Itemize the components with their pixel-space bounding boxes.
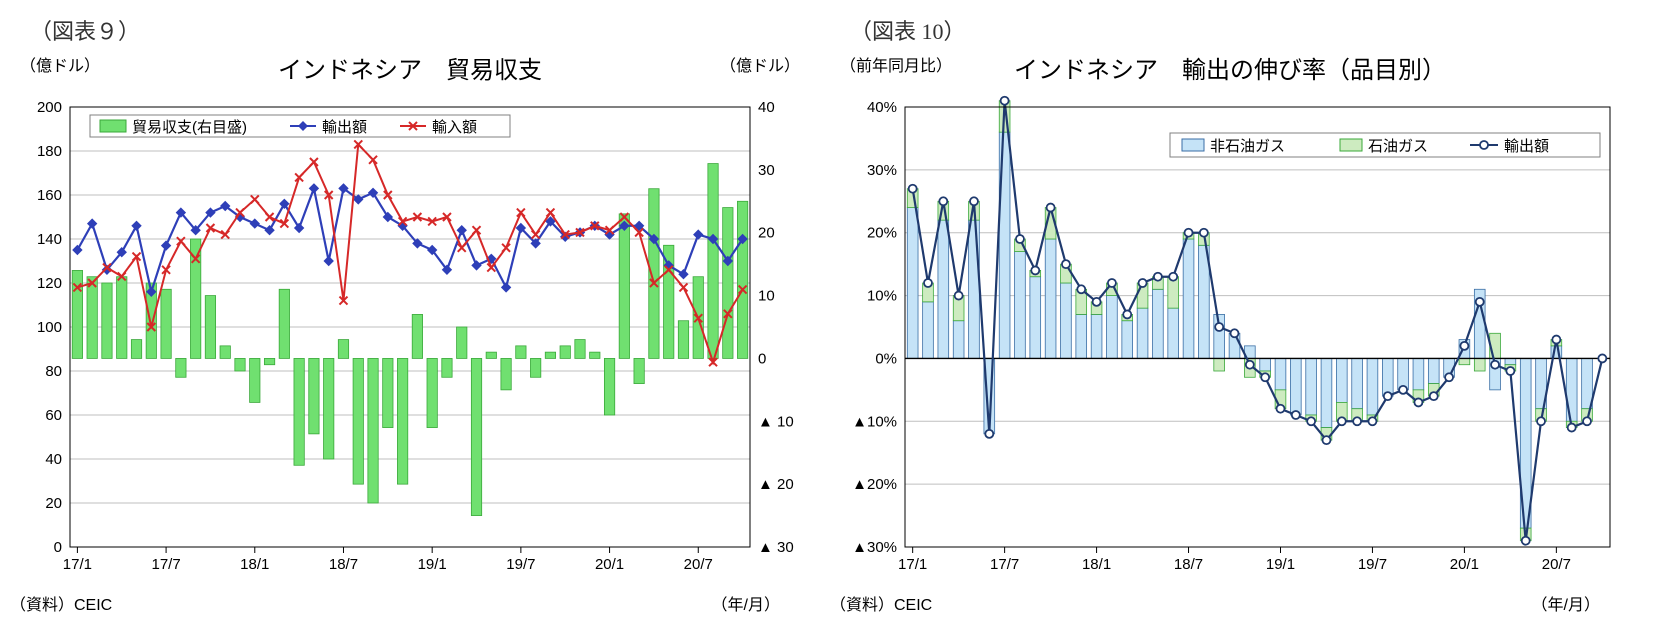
svg-text:40: 40 (758, 99, 775, 116)
charts-row: （図表９） （億ドル） インドネシア 貿易収支 （億ドル） 0 20 40 60 80 1… (10, 10, 1655, 615)
svg-text:非石油ガス: 非石油ガス (1210, 138, 1285, 155)
chart10-source: （資料）CEIC (830, 591, 932, 615)
svg-text:貿易収支(右目盛): 貿易収支(右目盛) (132, 119, 247, 136)
svg-text:▲20%: ▲20% (852, 476, 897, 493)
svg-text:▲10%: ▲10% (852, 413, 897, 430)
svg-text:石油ガス: 石油ガス (1368, 138, 1428, 155)
svg-text:0: 0 (54, 539, 62, 556)
svg-text:19/1: 19/1 (418, 556, 447, 573)
svg-text:輸出額: 輸出額 (322, 119, 367, 136)
svg-text:▲ 20: ▲ 20 (758, 476, 794, 493)
svg-text:140: 140 (37, 231, 62, 248)
svg-text:100: 100 (37, 319, 62, 336)
svg-text:17/1: 17/1 (63, 556, 92, 573)
chart9-figure-label: （図表９） (30, 14, 810, 46)
svg-text:10: 10 (758, 288, 775, 305)
svg-text:80: 80 (45, 363, 62, 380)
chart9-source: （資料）CEIC (10, 591, 112, 615)
chart9-title: インドネシア 貿易収支 (10, 50, 810, 85)
svg-text:40%: 40% (867, 99, 897, 116)
svg-text:20/7: 20/7 (1542, 556, 1571, 573)
svg-text:180: 180 (37, 143, 62, 160)
svg-text:0%: 0% (875, 350, 897, 367)
svg-text:18/1: 18/1 (240, 556, 269, 573)
svg-text:▲30%: ▲30% (852, 539, 897, 556)
svg-text:20%: 20% (867, 225, 897, 242)
svg-text:20: 20 (45, 495, 62, 512)
chart10-svg: ▲30% ▲20% ▲10% 0% 10% 20% 30% 40% 17/1 17/7 18/1 18… (830, 87, 1630, 587)
svg-text:輸出額: 輸出額 (1504, 138, 1549, 155)
svg-text:18/7: 18/7 (329, 556, 358, 573)
svg-text:20/1: 20/1 (595, 556, 624, 573)
svg-text:19/1: 19/1 (1266, 556, 1295, 573)
svg-text:▲ 10: ▲ 10 (758, 413, 794, 430)
svg-text:▲ 30: ▲ 30 (758, 539, 794, 556)
chart9-panel: （図表９） （億ドル） インドネシア 貿易収支 （億ドル） 0 20 40 60 80 1… (10, 10, 810, 615)
chart9-yright-label: （億ドル） (720, 52, 800, 76)
svg-text:0: 0 (758, 350, 766, 367)
chart10-x-label: （年/月） (1532, 591, 1600, 615)
svg-text:10%: 10% (867, 288, 897, 305)
svg-text:30%: 30% (867, 162, 897, 179)
chart10-yleft-label: （前年同月比） (840, 52, 952, 76)
svg-text:200: 200 (37, 99, 62, 116)
chart10-panel: （図表 10） （前年同月比） インドネシア 輸出の伸び率（品目別） ▲30%▲… (830, 10, 1630, 615)
svg-text:20/7: 20/7 (684, 556, 713, 573)
svg-text:60: 60 (45, 407, 62, 424)
svg-text:18/1: 18/1 (1082, 556, 1111, 573)
svg-text:30: 30 (758, 162, 775, 179)
svg-text:40: 40 (45, 451, 62, 468)
svg-text:160: 160 (37, 187, 62, 204)
svg-text:輸入額: 輸入額 (432, 119, 477, 136)
chart10-figure-label: （図表 10） (850, 14, 1630, 46)
chart9-x-label: （年/月） (712, 591, 780, 615)
chart9-yleft-label: （億ドル） (20, 52, 100, 76)
svg-text:18/7: 18/7 (1174, 556, 1203, 573)
svg-text:19/7: 19/7 (506, 556, 535, 573)
svg-text:20/1: 20/1 (1450, 556, 1479, 573)
svg-text:17/1: 17/1 (898, 556, 927, 573)
svg-text:120: 120 (37, 275, 62, 292)
svg-text:17/7: 17/7 (990, 556, 1019, 573)
svg-text:20: 20 (758, 225, 775, 242)
svg-text:19/7: 19/7 (1358, 556, 1387, 573)
chart9-svg: 0 20 40 60 80 100 120 140 160 180 200 ▲ 30 ▲ 20 ▲ 10 0… (10, 87, 810, 587)
svg-text:17/7: 17/7 (151, 556, 180, 573)
